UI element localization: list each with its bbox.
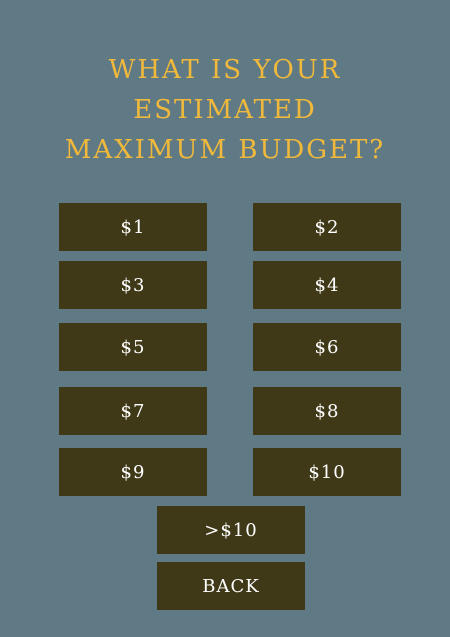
budget-option-7-button[interactable]: $7 [59, 387, 207, 435]
budget-option-2-button[interactable]: $2 [253, 203, 401, 251]
page-title: WHAT IS YOUR ESTIMATED MAXIMUM BUDGET? [0, 50, 450, 170]
budget-option-3-button[interactable]: $3 [59, 261, 207, 309]
title-line-2: ESTIMATED [133, 95, 317, 125]
budget-option-over-10-button[interactable]: >$10 [157, 506, 305, 554]
budget-option-9-button[interactable]: $9 [59, 448, 207, 496]
budget-option-5-button[interactable]: $5 [59, 323, 207, 371]
budget-option-8-button[interactable]: $8 [253, 387, 401, 435]
title-line-3: MAXIMUM BUDGET? [64, 135, 386, 165]
budget-option-6-button[interactable]: $6 [253, 323, 401, 371]
budget-option-4-button[interactable]: $4 [253, 261, 401, 309]
budget-option-10-button[interactable]: $10 [253, 448, 401, 496]
back-button[interactable]: BACK [157, 562, 305, 610]
budget-option-1-button[interactable]: $1 [59, 203, 207, 251]
title-line-1: WHAT IS YOUR [108, 55, 342, 85]
